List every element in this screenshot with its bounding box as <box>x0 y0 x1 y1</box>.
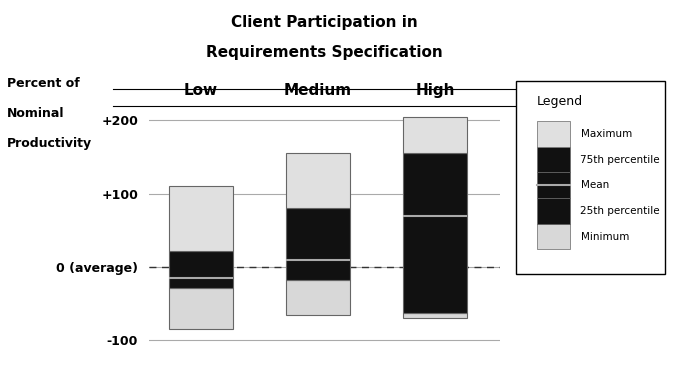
Text: Client Participation in: Client Participation in <box>231 15 417 30</box>
Bar <box>403 313 467 318</box>
Bar <box>169 288 234 329</box>
Bar <box>286 153 350 208</box>
Text: Productivity: Productivity <box>7 137 92 150</box>
Bar <box>286 208 350 280</box>
Text: Medium: Medium <box>284 84 352 98</box>
Text: Nominal: Nominal <box>7 107 64 120</box>
Bar <box>403 117 467 153</box>
Text: Percent of: Percent of <box>7 77 80 90</box>
Bar <box>286 280 350 315</box>
Bar <box>169 186 234 251</box>
Text: Low: Low <box>184 84 218 98</box>
Text: Maximum: Maximum <box>580 129 632 139</box>
Text: 75th percentile: 75th percentile <box>580 155 660 164</box>
Text: Legend: Legend <box>537 94 583 107</box>
Text: High: High <box>415 84 455 98</box>
Text: Minimum: Minimum <box>580 232 629 242</box>
Text: 25th percentile: 25th percentile <box>580 206 660 216</box>
Bar <box>403 153 467 313</box>
Text: Mean: Mean <box>580 180 609 190</box>
Bar <box>169 251 234 288</box>
Text: Requirements Specification: Requirements Specification <box>206 45 442 60</box>
